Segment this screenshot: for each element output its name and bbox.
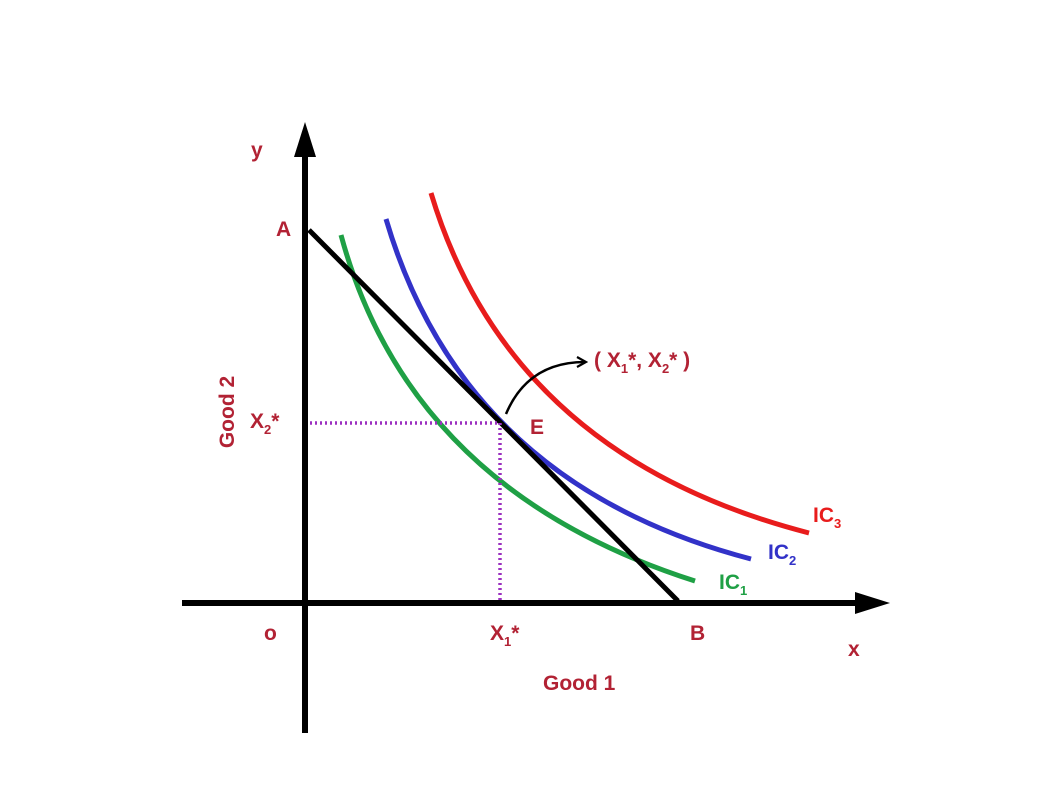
optimum-bundle-label: ( X1*, X2* )	[594, 349, 690, 376]
indifference-curve-ic3	[428, 192, 810, 536]
optimum-sub1: 1	[621, 361, 628, 376]
point-b-label: B	[690, 622, 705, 645]
x-axis-arrowhead	[855, 592, 890, 614]
optimum-open: ( X	[594, 349, 621, 372]
point-a-label: A	[276, 218, 291, 241]
good-2-axis-title: Good 2	[216, 376, 239, 448]
ic3-sub: 3	[834, 516, 841, 531]
x2-star-main: X	[250, 410, 264, 433]
y-axis-label: y	[251, 139, 263, 162]
ic2-main: IC	[768, 541, 789, 564]
optimum-sub2: 2	[662, 361, 669, 376]
x1-star-sub: 1	[504, 634, 511, 649]
indifference-curve-ic1	[338, 234, 696, 584]
x1-star-main: X	[490, 622, 504, 645]
y-axis-arrowhead	[294, 122, 316, 157]
ic1-sub: 1	[740, 583, 747, 598]
budget-line	[307, 228, 680, 603]
ic1-label: IC1	[719, 571, 747, 598]
x2-star-suffix: *	[271, 410, 280, 433]
x2-star-sub: 2	[264, 422, 271, 437]
x1-star-suffix: *	[511, 622, 520, 645]
x2-star-label: X2*	[250, 410, 280, 437]
x-axis-label: x	[848, 638, 860, 661]
optimum-pointer-arrow	[504, 362, 585, 415]
ic1-main: IC	[719, 571, 740, 594]
good-1-axis-title: Good 1	[543, 672, 616, 695]
optimum-mid: *, X	[628, 349, 662, 372]
optimum-close: * )	[669, 349, 690, 372]
ic2-sub: 2	[789, 553, 796, 568]
ic2-label: IC2	[768, 541, 796, 568]
origin-label: o	[264, 622, 277, 645]
x1-star-label: X1*	[490, 622, 520, 649]
indifference-curve-ic2	[383, 218, 752, 562]
point-e-label: E	[530, 416, 544, 439]
ic3-label: IC3	[813, 504, 841, 531]
ic3-main: IC	[813, 504, 834, 527]
